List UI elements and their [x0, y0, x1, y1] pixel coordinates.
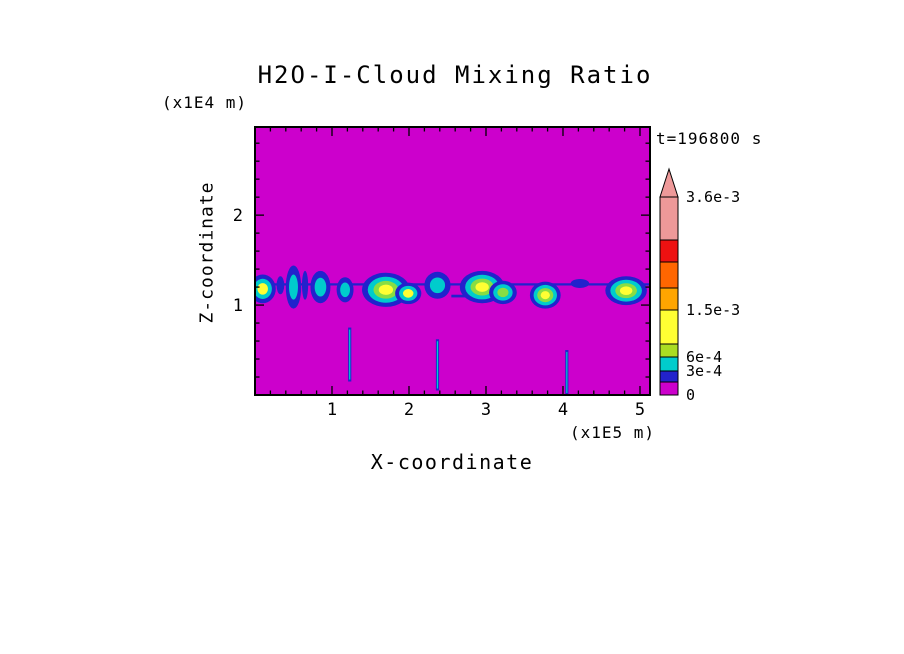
colorbar-value-label: 0 [686, 386, 695, 404]
colorbar-segment [659, 370, 679, 383]
z-tick-label: 1 [233, 296, 243, 316]
cloud-field [255, 265, 650, 395]
streak-core [349, 329, 351, 380]
colorbar-value-label: 3e-4 [686, 362, 722, 380]
tick-labels: 1 2 3 4 5 1 2 [233, 206, 645, 420]
x-tick-label: 4 [558, 400, 568, 420]
cloud-contour-yellow [475, 282, 489, 292]
x-axis-title: X-coordinate [370, 450, 534, 474]
cloud-contour-yellow [540, 291, 550, 300]
z-axis-title: Z-coordinate [196, 181, 218, 324]
cloud-contour-blue [301, 270, 309, 300]
axis-ticks [255, 127, 650, 395]
cloud-contour-yellow [378, 284, 394, 295]
colorbar-segment [659, 356, 679, 372]
colorbar-value-label: 1.5e-3 [686, 301, 740, 319]
cloud-contour-cyan [289, 274, 298, 300]
streak-core [436, 341, 439, 389]
colorbar-segment [659, 261, 679, 289]
cloud-contour-blue [570, 278, 590, 288]
x-tick-label: 5 [635, 400, 645, 420]
cloud-contour-yellow [619, 286, 633, 295]
colorbar-segment [659, 309, 679, 345]
chart-title: H2O-I-Cloud Mixing Ratio [257, 61, 653, 89]
cloud-band-line [255, 283, 650, 286]
cloud-contour-yellow [402, 289, 414, 298]
colorbar-overflow-arrow [659, 167, 679, 198]
streak-core [566, 352, 568, 393]
cloud-contour-green [497, 287, 509, 298]
cloud-contour-blue [276, 276, 285, 295]
z-tick-label: 2 [233, 206, 243, 226]
colorbar-segment [659, 196, 679, 241]
plot-frame [254, 126, 651, 396]
plot-background [255, 127, 650, 395]
cloud-contour-cyan [340, 282, 351, 298]
colorbar-segment [659, 343, 679, 358]
colorbar-segment [659, 239, 679, 263]
cloud-band-line [451, 294, 471, 298]
x-tick-label: 3 [481, 400, 491, 420]
x-tick-label: 2 [404, 400, 414, 420]
colorbar-value-label: 3.6e-3 [686, 188, 740, 206]
x-axis-unit-label: (x1E5 m) [569, 423, 655, 442]
colorbar-segment [659, 287, 679, 311]
x-tick-label: 1 [327, 400, 337, 420]
colorbar-value-label: 6e-4 [686, 348, 722, 366]
cloud-contour-cyan [429, 277, 446, 294]
z-axis-unit-label: (x1E4 m) [162, 93, 248, 112]
colorbar-labels: 3.6e-3 1.5e-3 6e-43e-4 0 [686, 188, 740, 404]
time-annotation: t=196800 s [656, 129, 763, 148]
cloud-contour-cyan [314, 277, 327, 297]
colorbar-segment [659, 381, 679, 396]
cloud-contour-yellow [257, 283, 268, 295]
